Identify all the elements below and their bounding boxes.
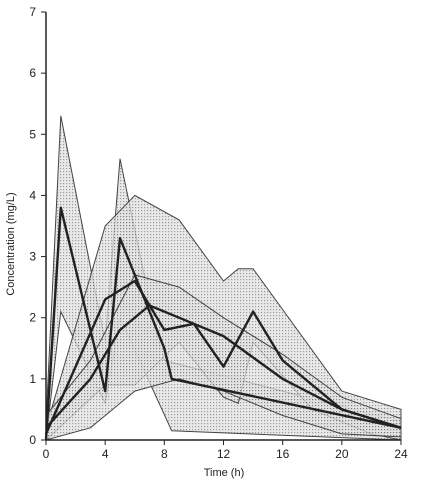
- x-tick-label: 24: [394, 447, 408, 461]
- x-axis-title: Time (h): [204, 467, 245, 479]
- x-tick-label: 8: [161, 447, 168, 461]
- x-tick-label: 20: [335, 447, 349, 461]
- x-tick-label: 4: [102, 447, 109, 461]
- y-tick-label: 0: [29, 433, 36, 447]
- x-tick-label: 16: [276, 447, 290, 461]
- x-tick-label: 12: [217, 447, 231, 461]
- mean-lines: [44, 206, 402, 441]
- y-tick-label: 7: [29, 5, 36, 19]
- y-tick-label: 4: [29, 188, 36, 202]
- mean-concentration-line-3: [45, 304, 402, 429]
- y-tick-label: 2: [29, 311, 36, 325]
- y-tick-label: 1: [29, 372, 36, 386]
- mean-concentration-line-2: [44, 279, 402, 435]
- x-tick-label: 0: [43, 447, 50, 461]
- y-tick-label: 3: [29, 250, 36, 264]
- variability-bands: [45, 115, 402, 442]
- y-axis-title: Concentration (mg/L): [5, 192, 17, 295]
- mean-concentration-line-1: [44, 206, 402, 441]
- y-tick-label: 5: [29, 127, 36, 141]
- y-tick-label: 6: [29, 66, 36, 80]
